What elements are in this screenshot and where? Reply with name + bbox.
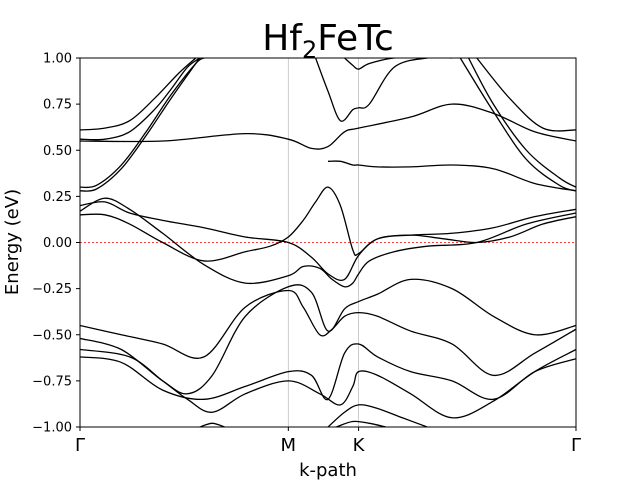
y-tick-label: −0.50: [32, 328, 72, 343]
x-tick-label: Γ: [571, 435, 581, 456]
y-tick-label: 1.00: [43, 52, 72, 67]
band-line-7: [80, 103, 576, 150]
band-line-12: [459, 58, 576, 192]
band-line-13: [476, 58, 576, 132]
y-axis-ticks: −1.00 −0.75 −0.50 −0.25 0.00 0.25 0.50 0.75 1.00: [32, 52, 80, 436]
x-tick-label: Γ: [75, 435, 85, 456]
y-tick-label: −0.75: [32, 374, 72, 389]
band-line-15: [80, 278, 576, 395]
band-lines: [80, 58, 576, 427]
band-line-3: [80, 58, 201, 192]
x-tick-label: K: [353, 435, 366, 456]
band-line-6: [80, 186, 576, 262]
band-line-14: [80, 289, 576, 376]
chart-title: Hf2FeTc: [262, 18, 394, 64]
y-tick-label: −0.25: [32, 282, 72, 297]
band-line-19: [336, 420, 387, 427]
band-line-18: [327, 404, 428, 427]
band-line-16: [80, 343, 576, 401]
band-line-10: [327, 160, 576, 192]
band-line-17: [80, 348, 576, 419]
y-axis-label: Energy (eV): [2, 189, 23, 295]
band-line-11: [467, 58, 576, 188]
y-tick-label: 0.50: [43, 144, 72, 159]
y-tick-label: −1.00: [32, 421, 72, 436]
y-tick-label: 0.25: [43, 190, 72, 205]
band-line-9: [344, 58, 428, 70]
x-axis-label: k-path: [299, 460, 357, 480]
x-tick-label: M: [281, 435, 297, 456]
band-line-4: [80, 201, 576, 281]
y-tick-label: 0.00: [43, 236, 72, 251]
y-tick-label: 0.75: [43, 98, 72, 113]
band-line-0: [80, 58, 197, 131]
band-line-1: [80, 58, 201, 141]
band-line-20: [199, 422, 225, 427]
band-line-8: [314, 58, 452, 122]
band-line-5: [80, 197, 576, 288]
